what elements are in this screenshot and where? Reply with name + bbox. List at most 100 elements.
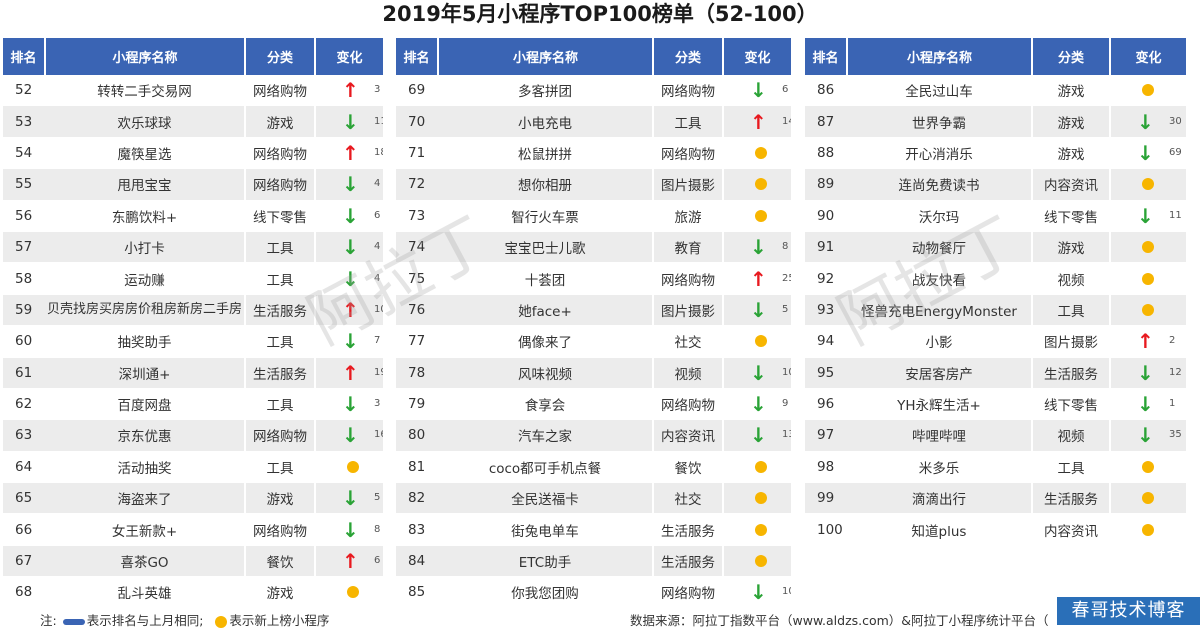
table-row: 57 小打卡 工具 ↓ 4 [3, 231, 383, 264]
change-cell [722, 137, 791, 170]
new-dot-icon [755, 492, 767, 505]
category-cell: 教育 [652, 231, 723, 264]
change-value: 69 [1169, 146, 1182, 158]
down-arrow-icon: ↓ [1137, 140, 1154, 165]
table-row: 91 动物餐厅 游戏 [805, 231, 1186, 264]
rank-cell: 74 [396, 231, 438, 264]
name-cell: 百度网盘 [45, 388, 245, 421]
category-cell: 游戏 [244, 105, 315, 138]
table-row: 100 知道plus 内容资讯 [805, 513, 1186, 546]
name-cell: 运动赚 [45, 262, 245, 295]
header-category: 分类 [653, 38, 724, 75]
table-row: 52 转转二手交易网 网络购物 ↑ 3 [3, 75, 383, 107]
change-cell: ↓ 13 [722, 419, 791, 452]
name-cell: 乱斗英雄 [45, 576, 245, 609]
rank-cell: 60 [3, 325, 45, 358]
category-cell: 餐饮 [244, 545, 315, 578]
name-cell: 京东优惠 [45, 419, 245, 452]
name-cell: 怪兽充电EnergyMonster [847, 294, 1032, 327]
rank-cell: 64 [3, 451, 45, 484]
change-value: 11 [374, 115, 383, 127]
change-value: 16 [374, 429, 383, 441]
data-source: 数据来源：阿拉丁指数平台（www.aldzs.com）&阿拉丁小程序统计平台（ [630, 613, 1049, 628]
category-cell: 线下零售 [244, 200, 315, 232]
rank-cell: 92 [805, 262, 847, 295]
new-dot-icon [1142, 303, 1154, 316]
down-arrow-icon: ↓ [750, 78, 767, 103]
table-row: 62 百度网盘 工具 ↓ 3 [3, 388, 383, 421]
change-cell [1109, 513, 1186, 546]
header-change: 变化 [723, 38, 791, 75]
name-cell: 女王新款+ [45, 513, 245, 546]
change-value: 14 [782, 115, 791, 127]
header-name: 小程序名称 [45, 38, 246, 75]
table-row: 69 多客拼团 网络购物 ↓ 6 [396, 75, 791, 107]
change-value: 10 [782, 366, 791, 378]
down-arrow-icon: ↓ [1137, 360, 1154, 385]
rank-cell: 87 [805, 105, 847, 138]
category-cell: 工具 [244, 325, 315, 358]
category-cell: 生活服务 [244, 294, 315, 327]
down-arrow-icon: ↓ [750, 235, 767, 260]
page-title: 2019年5月小程序TOP100榜单（52-100） [382, 2, 818, 26]
category-cell: 图片摄影 [652, 168, 723, 201]
header-category: 分类 [245, 38, 316, 75]
new-dot-icon [347, 460, 359, 473]
change-value: 10 [374, 303, 383, 315]
new-dot-icon [755, 460, 767, 473]
table-row: 81 coco都可手机点餐 餐饮 [396, 451, 791, 484]
change-value: 6 [782, 84, 789, 96]
change-cell: ↓ 4 [314, 231, 383, 264]
table-row: 65 海盗来了 游戏 ↓ 5 [3, 482, 383, 515]
table-row: 95 安居客房产 生活服务 ↓ 12 [805, 357, 1186, 389]
header-name: 小程序名称 [847, 38, 1033, 75]
rank-cell: 66 [3, 513, 45, 546]
change-cell: ↓ 16 [314, 419, 383, 452]
table-row: 98 米多乐 工具 [805, 451, 1186, 484]
rank-cell: 55 [3, 168, 45, 201]
change-value: 1 [1169, 398, 1176, 410]
change-cell: ↓ 9 [722, 388, 791, 421]
change-cell: ↑ 2 [1109, 325, 1186, 358]
rank-cell: 89 [805, 168, 847, 201]
rank-cell: 61 [3, 357, 45, 389]
rank-cell: 96 [805, 388, 847, 421]
change-cell [314, 451, 383, 484]
up-arrow-icon: ↑ [1137, 329, 1154, 354]
change-cell: ↓ 35 [1109, 419, 1186, 452]
change-cell [722, 168, 791, 201]
category-cell: 网络购物 [652, 576, 723, 609]
change-cell: ↑ 19 [314, 357, 383, 389]
category-cell: 视频 [1031, 419, 1110, 452]
category-cell: 工具 [652, 105, 723, 138]
change-cell: ↓ 12 [1109, 357, 1186, 389]
change-value: 8 [374, 523, 381, 535]
change-cell: ↑ 6 [314, 545, 383, 578]
up-arrow-icon: ↑ [750, 109, 767, 134]
table-row: 94 小影 图片摄影 ↑ 2 [805, 325, 1186, 358]
blog-badge: 春哥技术博客 [1057, 597, 1200, 625]
rank-cell: 69 [396, 75, 438, 107]
name-cell: 多客拼团 [438, 75, 653, 107]
name-cell: 智行火车票 [438, 200, 653, 232]
change-cell: ↓ 6 [722, 75, 791, 107]
name-cell: 小影 [847, 325, 1032, 358]
footnote-new-text: 表示新上榜小程序 [229, 613, 330, 628]
name-cell: coco都可手机点餐 [438, 451, 653, 484]
table-row: 74 宝宝巴士儿歌 教育 ↓ 8 [396, 231, 791, 264]
rank-cell: 84 [396, 545, 438, 578]
down-arrow-icon: ↓ [342, 423, 359, 448]
down-arrow-icon: ↓ [1137, 392, 1154, 417]
down-arrow-icon: ↓ [342, 329, 359, 354]
name-cell: 偶像来了 [438, 325, 653, 358]
rank-cell: 58 [3, 262, 45, 295]
rank-cell: 71 [396, 137, 438, 170]
down-arrow-icon: ↓ [342, 109, 359, 134]
category-cell: 线下零售 [1031, 200, 1110, 232]
header-rank: 排名 [396, 38, 439, 75]
table-header-row: 排名 小程序名称 分类 变化 [396, 38, 791, 75]
table-row: 66 女王新款+ 网络购物 ↓ 8 [3, 513, 383, 546]
change-cell [1109, 75, 1186, 107]
